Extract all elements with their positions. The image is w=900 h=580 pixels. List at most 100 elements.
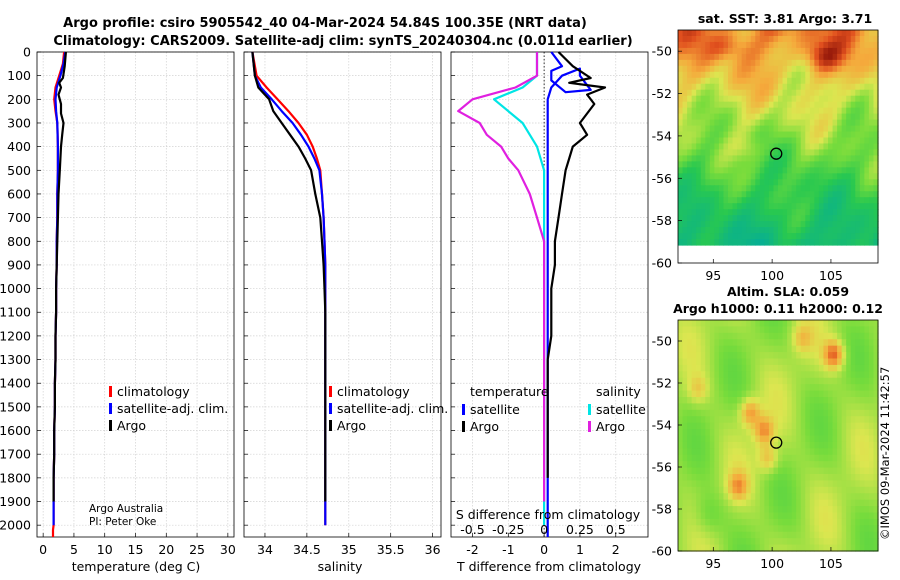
map-cell (873, 499, 879, 507)
map-cell (787, 215, 793, 222)
map-cell (718, 397, 725, 405)
map-cell (823, 525, 829, 533)
map-cell (837, 209, 843, 216)
map-cell (873, 209, 879, 216)
map-cell (837, 47, 843, 55)
map-cell (791, 209, 797, 216)
map-cell (846, 435, 852, 443)
map-cell (864, 125, 870, 133)
map-cell (696, 320, 702, 328)
map-cell (873, 544, 879, 552)
map-cell (864, 518, 870, 526)
map-cell (746, 364, 752, 372)
map-cell (718, 227, 725, 234)
map-cell (814, 454, 820, 462)
map-cell (818, 41, 825, 49)
map-cell (823, 390, 829, 398)
map-cell (846, 35, 852, 43)
map-cell (718, 185, 725, 192)
map-cell (773, 203, 779, 210)
map-cell (859, 538, 865, 546)
map-cell (728, 233, 734, 240)
map-cell (737, 173, 743, 180)
map-cell (791, 531, 797, 539)
map-cell (705, 185, 711, 192)
map-cell (818, 409, 825, 417)
map-cell (705, 525, 711, 533)
map-cell (728, 499, 734, 507)
map-cell (691, 403, 697, 411)
map-cell (782, 137, 788, 145)
map-cell (700, 332, 706, 340)
map-cell (768, 59, 775, 67)
map-cell (814, 506, 820, 514)
map-cell (696, 352, 702, 360)
map-cell (800, 461, 806, 469)
map-cell (705, 95, 711, 103)
map-cell (818, 358, 825, 366)
figure-title-line1: Argo profile: csiro 5905542_40 04-Mar-20… (63, 16, 587, 31)
map-cell (732, 454, 738, 462)
map-cell (737, 377, 743, 385)
y-tick-label: -54 (652, 418, 672, 433)
map-cell (759, 409, 765, 417)
map-cell (714, 203, 720, 210)
map-cell (796, 422, 802, 430)
map-cell (718, 461, 725, 469)
map-cell (687, 435, 693, 443)
map-cell (837, 167, 843, 174)
map-cell (873, 352, 879, 360)
map-cell (787, 429, 793, 437)
map-cell (796, 352, 802, 360)
map-cell (864, 233, 870, 240)
map-cell (709, 531, 715, 539)
map-cell (800, 149, 806, 157)
map-cell (764, 454, 770, 462)
map-cell (723, 107, 729, 115)
map-cell (791, 518, 797, 526)
map-cell (723, 384, 729, 392)
map-cell (832, 474, 838, 482)
map-cell (714, 35, 720, 43)
map-cell (678, 397, 684, 405)
map-cell (723, 441, 729, 449)
map-cell (782, 95, 788, 103)
map-cell (850, 358, 856, 366)
map-cell (823, 107, 829, 115)
map-cell (832, 352, 838, 360)
map-cell (746, 125, 752, 133)
x-axis-label: salinity (318, 559, 363, 574)
map-cell (723, 339, 729, 347)
map-cell (791, 113, 797, 121)
map-cell (859, 371, 865, 379)
map-cell (732, 95, 738, 103)
map-cell (737, 525, 743, 533)
map-cell (746, 30, 752, 37)
map-cell (737, 161, 743, 168)
map-cell (864, 345, 870, 353)
map-cell (782, 125, 788, 133)
map-cell (841, 486, 847, 494)
map-cell (846, 358, 852, 366)
map-cell (732, 486, 738, 494)
map-cell (864, 377, 870, 385)
map-cell (805, 448, 811, 456)
map-cell (837, 429, 843, 437)
map-cell (687, 125, 693, 133)
map-cell (841, 467, 847, 475)
map-cell (787, 332, 793, 340)
map-cell (809, 332, 815, 340)
map-cell (828, 352, 834, 360)
map-cell (723, 525, 729, 533)
map-cell (746, 371, 752, 379)
map-cell (696, 143, 702, 151)
map-cell (787, 416, 793, 424)
map-cell (691, 416, 697, 424)
map-cell (832, 233, 838, 240)
map-cell (723, 416, 729, 424)
map-cell (796, 107, 802, 115)
map-cell (832, 227, 838, 234)
map-cell (696, 384, 702, 392)
map-cell (687, 454, 693, 462)
map-cell (868, 161, 875, 168)
